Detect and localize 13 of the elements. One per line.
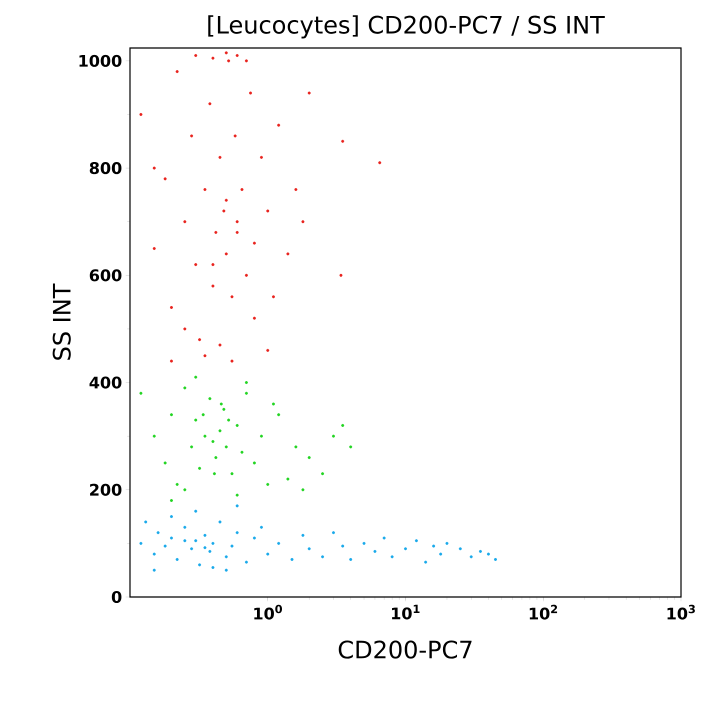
x-tick-label: 10$^{0}$ <box>254 604 282 620</box>
chart-title: [Leucocytes] CD200-PC7 / SS INT <box>208 15 605 38</box>
y-tick-label: 800 <box>90 162 122 174</box>
y-axis-title: SS INT <box>52 284 71 360</box>
y-tick-label: 1000 <box>79 54 122 67</box>
y-tick-label: 600 <box>90 269 122 282</box>
x-tick-label: 10$^{1}$ <box>392 604 420 620</box>
x-tick-label: 10$^{2}$ <box>530 604 558 620</box>
x-tick-label: 10$^{3}$ <box>668 604 695 620</box>
y-tick-label: 400 <box>90 376 122 389</box>
y-tick-label: 0 <box>112 590 122 604</box>
y-tick-label: 200 <box>90 484 122 496</box>
x-axis-title: CD200-PC7 <box>338 640 472 659</box>
